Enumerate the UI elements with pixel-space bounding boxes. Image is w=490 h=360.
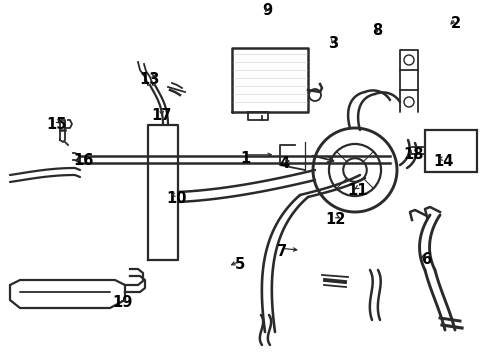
Text: 1: 1 bbox=[240, 151, 250, 166]
Text: 2: 2 bbox=[451, 16, 461, 31]
Text: 10: 10 bbox=[166, 190, 187, 206]
Text: 16: 16 bbox=[73, 153, 94, 168]
Text: 19: 19 bbox=[112, 295, 133, 310]
Text: 17: 17 bbox=[151, 108, 172, 123]
Text: 15: 15 bbox=[46, 117, 67, 132]
Bar bbox=[425, 130, 477, 172]
Text: 5: 5 bbox=[235, 257, 245, 272]
Text: 13: 13 bbox=[139, 72, 160, 87]
Text: 9: 9 bbox=[262, 3, 272, 18]
Text: 6: 6 bbox=[421, 252, 431, 267]
Text: 18: 18 bbox=[404, 147, 424, 162]
Text: 3: 3 bbox=[328, 36, 338, 51]
Text: 12: 12 bbox=[325, 212, 346, 227]
Text: 8: 8 bbox=[372, 23, 382, 38]
Text: 4: 4 bbox=[279, 156, 289, 171]
Text: 11: 11 bbox=[347, 183, 368, 198]
Text: 7: 7 bbox=[277, 244, 287, 260]
Text: 14: 14 bbox=[433, 154, 454, 170]
